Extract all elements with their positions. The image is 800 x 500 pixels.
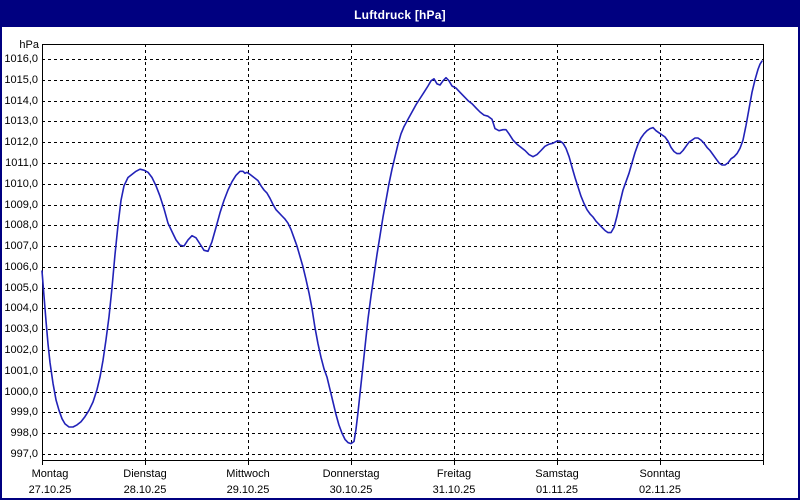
- x-day-date-label: 30.10.25: [329, 484, 373, 496]
- y-tick-label: 1008,0: [4, 219, 38, 232]
- y-tick-label: 1001,0: [4, 364, 38, 377]
- y-tick-label: 1002,0: [4, 344, 38, 357]
- y-tick-label: 1009,0: [4, 198, 38, 211]
- x-day-date-label: 01.11.25: [535, 484, 578, 496]
- y-tick-label: 1010,0: [4, 177, 38, 190]
- y-tick-label: 1004,0: [4, 302, 38, 315]
- window-title: Luftdruck [hPa]: [354, 7, 446, 22]
- y-tick-label: 1000,0: [4, 385, 38, 398]
- y-tick-label: 1003,0: [4, 323, 38, 336]
- y-tick-label: 1016,0: [4, 53, 38, 65]
- x-day-date-label: 28.10.25: [123, 484, 167, 496]
- y-tick-label: 1005,0: [4, 281, 38, 294]
- x-day-date-label: 02.11.25: [638, 484, 681, 496]
- x-day-date-label: 29.10.25: [226, 484, 270, 496]
- y-tick-label: 1012,0: [4, 136, 38, 149]
- x-day-name-label: Donnerstag: [322, 468, 380, 480]
- y-tick-label: 1011,0: [5, 156, 38, 169]
- y-tick-label: 1015,0: [4, 73, 38, 86]
- y-tick-label: 997,0: [10, 448, 38, 460]
- x-day-name-label: Montag: [31, 468, 69, 480]
- y-tick-label: 1007,0: [4, 240, 38, 253]
- x-day-name-label: Freitag: [436, 468, 472, 480]
- y-axis-unit-label: hPa: [19, 39, 39, 51]
- y-tick-label: 1006,0: [4, 260, 38, 273]
- y-tick-label: 998,0: [10, 427, 38, 440]
- x-day-date-label: 31.10.25: [432, 484, 476, 496]
- x-day-name-label: Dienstag: [123, 468, 167, 480]
- y-tick-label: 1014,0: [4, 94, 38, 107]
- plot-border: [42, 44, 764, 461]
- title-bar: Luftdruck [hPa]: [2, 2, 798, 27]
- y-tick-label: 999,0: [10, 406, 38, 419]
- x-day-name-label: Samstag: [535, 468, 579, 480]
- pressure-curve: [41, 60, 763, 445]
- y-tick-label: 1013,0: [4, 115, 38, 128]
- x-day-date-label: 27.10.25: [28, 484, 72, 496]
- x-day-name-label: Mittwoch: [226, 468, 270, 480]
- x-day-name-label: Sonntag: [639, 468, 681, 480]
